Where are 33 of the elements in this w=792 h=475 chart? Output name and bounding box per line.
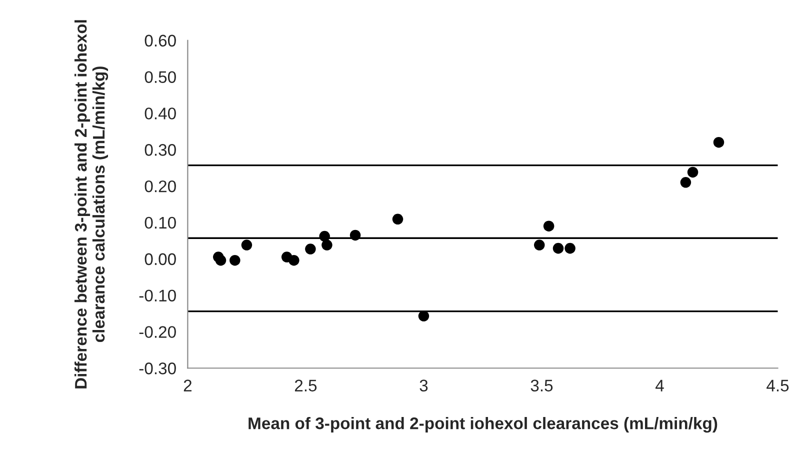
point bbox=[215, 254, 226, 266]
point bbox=[288, 254, 300, 266]
point bbox=[534, 240, 545, 250]
y-tick-label: 0.60 bbox=[144, 34, 176, 47]
point bbox=[713, 136, 724, 148]
point bbox=[305, 244, 316, 254]
point bbox=[543, 220, 554, 232]
x-tick-label: 3.5 bbox=[530, 380, 553, 392]
point bbox=[418, 310, 430, 322]
point bbox=[680, 177, 692, 188]
y-tick-label: 0.20 bbox=[144, 180, 176, 192]
point bbox=[322, 240, 332, 250]
y-tick-label: 0.50 bbox=[144, 71, 176, 83]
x-tick-label: 2 bbox=[184, 380, 192, 392]
point bbox=[392, 214, 404, 225]
x-tick-label: 4 bbox=[655, 380, 664, 392]
point bbox=[552, 242, 564, 254]
y-tick-label: -0.30 bbox=[139, 362, 176, 374]
y-tick-label: 0.40 bbox=[144, 108, 176, 120]
y-axis-title: Difference between 3-point and 2-point iohexol clearance calculations (mL/min/kg) bbox=[74, 20, 108, 388]
y-tick-label: -0.10 bbox=[139, 290, 176, 302]
x-tick-label: 4.5 bbox=[766, 380, 789, 392]
x-tick-label: 3 bbox=[420, 380, 428, 392]
x-axis-title: Mean of 3-point and 2-point iohexol clearances (mL/min/kg) bbox=[248, 416, 718, 433]
point bbox=[230, 254, 240, 266]
point bbox=[687, 166, 698, 178]
y-tick-label: -0.20 bbox=[139, 326, 176, 338]
y-tick-label: 0.10 bbox=[144, 216, 176, 229]
y-tick-label: 0.00 bbox=[144, 253, 176, 266]
y-tick-label: 0.30 bbox=[144, 144, 176, 156]
x-tick-label: 2.5 bbox=[294, 380, 317, 392]
point bbox=[564, 242, 576, 254]
point bbox=[241, 240, 252, 250]
